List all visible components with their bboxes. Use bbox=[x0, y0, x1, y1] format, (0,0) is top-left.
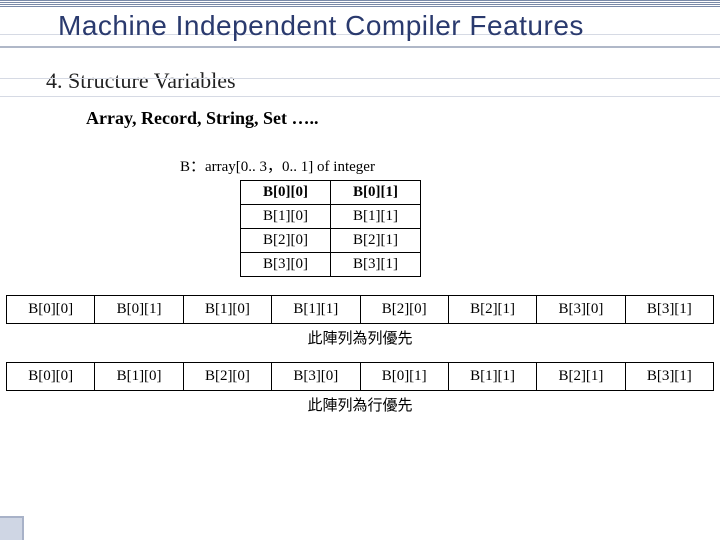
col-major-table: B[0][0] B[1][0] B[2][0] B[3][0] B[0][1] … bbox=[6, 362, 714, 391]
page-title: Machine Independent Compiler Features bbox=[58, 10, 720, 42]
cell: B[0][1] bbox=[331, 181, 421, 205]
decor-line-2 bbox=[0, 78, 720, 79]
cell: B[1][0] bbox=[241, 205, 331, 229]
corner-decoration bbox=[0, 516, 24, 540]
cell: B[1][1] bbox=[448, 363, 536, 391]
title-area: Machine Independent Compiler Features bbox=[0, 0, 720, 48]
table-row: B[0][0] B[1][0] B[2][0] B[3][0] B[0][1] … bbox=[7, 363, 714, 391]
cell: B[3][1] bbox=[331, 253, 421, 277]
cell: B[3][1] bbox=[625, 363, 713, 391]
cell: B[1][0] bbox=[183, 296, 271, 324]
cell: B[3][0] bbox=[241, 253, 331, 277]
cell: B[0][1] bbox=[95, 296, 183, 324]
table-row: B[2][0] B[2][1] bbox=[241, 229, 421, 253]
logical-table-wrap: B[0][0] B[0][1] B[1][0] B[1][1] B[2][0] … bbox=[0, 180, 720, 277]
cell: B[3][1] bbox=[625, 296, 713, 324]
table-row: B[3][0] B[3][1] bbox=[241, 253, 421, 277]
cell: B[2][0] bbox=[360, 296, 448, 324]
cell: B[0][0] bbox=[241, 181, 331, 205]
table-row: B[1][0] B[1][1] bbox=[241, 205, 421, 229]
cell: B[3][0] bbox=[272, 363, 360, 391]
row-major-table: B[0][0] B[0][1] B[1][0] B[1][1] B[2][0] … bbox=[6, 295, 714, 324]
array-declaration: B：array[0.. 3，0.. 1] of integer bbox=[0, 129, 720, 180]
cell: B[1][1] bbox=[272, 296, 360, 324]
row-major-caption: 此陣列為列優先 bbox=[6, 324, 714, 348]
cell: B[2][1] bbox=[448, 296, 536, 324]
section-heading: 4. Structure Variables bbox=[0, 48, 720, 94]
decor-line-3 bbox=[0, 96, 720, 97]
col-major-caption: 此陣列為行優先 bbox=[6, 391, 714, 415]
logical-array-table: B[0][0] B[0][1] B[1][0] B[1][1] B[2][0] … bbox=[240, 180, 421, 277]
table-row: B[0][0] B[0][1] B[1][0] B[1][1] B[2][0] … bbox=[7, 296, 714, 324]
cell: B[0][0] bbox=[7, 296, 95, 324]
col-major-wrap: B[0][0] B[1][0] B[2][0] B[3][0] B[0][1] … bbox=[0, 348, 720, 415]
cell: B[2][1] bbox=[537, 363, 625, 391]
row-major-wrap: B[0][0] B[0][1] B[1][0] B[1][1] B[2][0] … bbox=[0, 277, 720, 348]
cell: B[2][1] bbox=[331, 229, 421, 253]
cell: B[2][0] bbox=[183, 363, 271, 391]
cell: B[3][0] bbox=[537, 296, 625, 324]
cell: B[0][0] bbox=[7, 363, 95, 391]
table-row: B[0][0] B[0][1] bbox=[241, 181, 421, 205]
cell: B[1][0] bbox=[95, 363, 183, 391]
cell: B[2][0] bbox=[241, 229, 331, 253]
cell: B[0][1] bbox=[360, 363, 448, 391]
title-underline bbox=[0, 46, 720, 48]
sub-heading: Array, Record, String, Set ….. bbox=[0, 94, 720, 129]
cell: B[1][1] bbox=[331, 205, 421, 229]
